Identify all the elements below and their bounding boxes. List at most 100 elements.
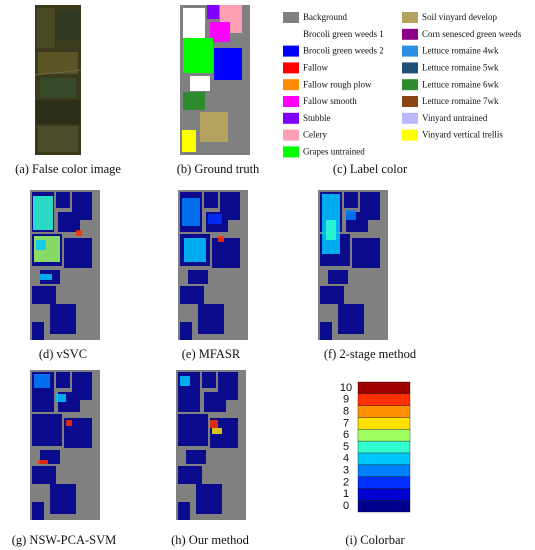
map-field [32,414,62,446]
map-error-patch [182,198,200,226]
captions: (a) False color image (b) Ground truth (c)… [12,162,417,547]
legend-label: Brocoli green weeds 2 [303,46,384,56]
legend-swatch [283,112,299,124]
map-field [50,484,76,514]
map-error-patch [346,210,356,220]
legend-swatch [283,28,299,40]
map-error-patch [212,428,222,434]
map-error-patch [56,394,66,402]
map-field [352,238,380,268]
legend-swatch [283,129,299,141]
error-map [30,190,100,340]
legend-label: Lettuce romaine 4wk [422,46,499,56]
legend-swatch [402,62,418,74]
map-error-patch [210,420,218,428]
map-field [56,192,70,208]
colorbar-label: 2 [343,476,349,488]
legend-swatch [283,62,299,74]
map-field [196,484,222,514]
legend-label: Fallow [303,62,329,72]
map-field [212,238,240,268]
caption: (b) Ground truth [177,162,260,176]
legend-swatch [283,12,299,23]
colorbar-label: 1 [343,488,349,500]
caption: (i) Colorbar [345,533,405,547]
caption: (g) NSW-PCA-SVM [12,533,117,547]
map-field [180,322,192,340]
error-maps [30,190,388,520]
map-field [178,414,208,446]
map-error-patch [66,420,72,426]
legend-swatch [283,146,299,158]
map-field [32,502,44,520]
map-field [58,212,80,232]
error-map [318,190,388,340]
caption: (e) MFASR [182,347,241,361]
map-field [320,286,344,304]
map-field [50,304,76,334]
map-error-patch [40,274,52,280]
map-error-patch [184,238,206,262]
legend-label: Fallow rough plow [303,79,372,89]
colorbar-label: 0 [343,500,349,512]
map-error-patch [36,240,46,250]
legend-label: Fallow smooth [303,96,357,106]
map-field [180,286,204,304]
map-field [56,372,70,388]
map-field [32,466,56,484]
legend-swatch [402,112,418,124]
legend-swatch [283,45,299,57]
map-error-patch [76,230,82,236]
map-field [32,286,56,304]
legend-swatch [402,28,418,40]
colorbar-band [357,476,411,489]
map-field [204,192,218,208]
legend-label: Soil vinyard develop [422,12,497,22]
legend-label: Lettuce romaine 6wk [422,79,499,89]
colorbar-label: 7 [343,417,349,429]
legend-swatch [402,79,418,91]
colorbar-band [357,429,411,442]
colorbar-label: 10 [340,382,352,394]
legend-label: Brocoli green weeds 1 [303,29,384,39]
legend-label: Background [303,12,347,22]
map-field [198,304,224,334]
colorbar-band [357,440,411,454]
colorbar-label: 6 [343,429,349,441]
colorbar-band [357,393,411,406]
map-field [188,270,208,284]
map-error-patch [180,376,190,386]
legend-swatch [402,45,418,57]
legend-label: Vinyard vertical trellis [422,130,503,140]
label-color-legend: Background Brocoli green weeds 1 Brocoli g… [283,12,522,158]
legend-label: Grapes untrained [303,146,365,156]
legend-label: Corn senesced green weeds [422,29,522,39]
map-field [328,270,348,284]
colorbar-label: 9 [343,394,349,406]
legend-swatch [283,79,299,91]
caption: (a) False color image [15,162,121,176]
map-field [178,502,190,520]
legend-swatch [283,96,299,107]
caption: (h) Our method [171,533,250,547]
legend-swatch [402,96,418,107]
map-error-patch [218,236,224,242]
map-field [202,372,216,388]
legend-swatch [402,12,418,23]
colorbar-band [357,405,411,418]
caption: (f) 2-stage method [324,347,417,361]
colorbar-band [357,417,411,430]
ground-truth-image [180,5,250,155]
map-field [32,322,44,340]
legend-swatch [402,129,418,141]
colorbar-label: 8 [343,405,349,417]
map-error-patch [326,220,336,240]
map-error-patch [33,196,53,230]
map-error-patch [208,214,222,224]
map-field [204,392,226,412]
legend-label: Lettuce romaine 7wk [422,96,499,106]
caption: (c) Label color [333,162,408,176]
colorbar-label: 3 [343,465,349,477]
